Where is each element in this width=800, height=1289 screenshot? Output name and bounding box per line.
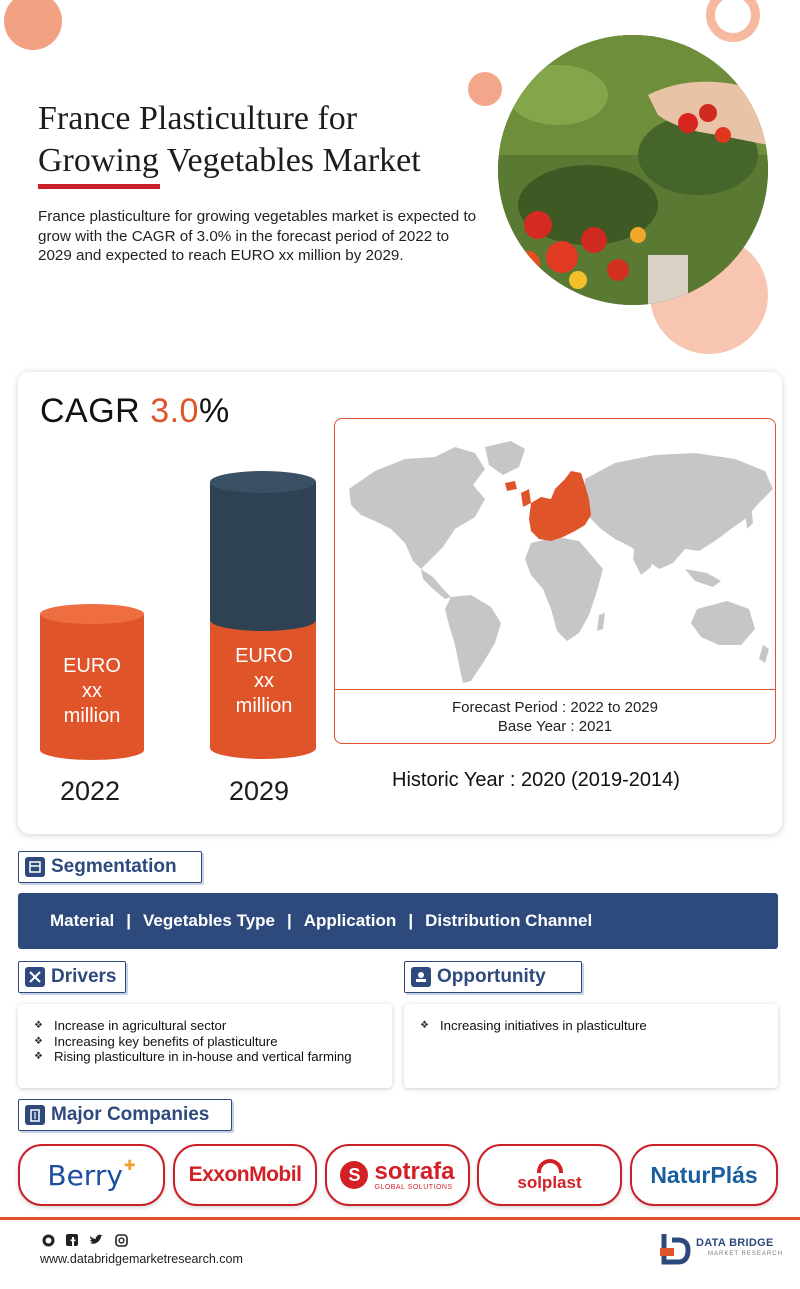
segment-distribution-channel: Distribution Channel — [425, 911, 593, 930]
logo-exxonmobil: ExxonMobil — [173, 1144, 317, 1206]
cagr-heading: CAGR 3.0% — [40, 392, 230, 431]
twitter-icon[interactable] — [89, 1233, 103, 1247]
sotrafa-logo-text: sotrafa — [374, 1157, 455, 1185]
logo-sotrafa: S sotrafa GLOBAL SOLUTIONS — [325, 1144, 470, 1206]
title-line-1: France Plasticulture for — [38, 100, 358, 137]
cagr-card: CAGR 3.0% EURO xx million 2022 EURO xx m… — [18, 372, 782, 834]
segmentation-heading: Segmentation — [51, 856, 177, 877]
brand-name: DATA BRIDGE — [696, 1237, 774, 1249]
cylinder-2022-label: EURO xx million — [40, 654, 144, 729]
cylinder-2022 — [40, 604, 144, 760]
decor-circle-top-left — [4, 0, 62, 50]
segmentation-header: Segmentation — [18, 851, 202, 883]
facebook-icon[interactable] — [65, 1233, 79, 1247]
base-year: Base Year : 2021 — [497, 718, 613, 735]
year-2022: 2022 — [60, 776, 121, 806]
naturplas-logo-text: NaturPlás — [650, 1161, 758, 1188]
brand-subtitle: MARKET RESEARCH — [708, 1251, 783, 1257]
page-title: France Plasticulture for Growing Vegetab… — [38, 98, 498, 182]
logo-solplast: solplast — [477, 1144, 622, 1206]
tools-icon — [25, 967, 45, 987]
logo-naturplas: NaturPlás — [630, 1144, 778, 1206]
building-icon — [25, 1105, 45, 1125]
whatsapp-icon[interactable] — [41, 1233, 55, 1247]
website-link[interactable]: www.databridgemarketresearch.com — [40, 1252, 243, 1266]
decor-circle-mid — [468, 72, 502, 106]
world-map-box: Forecast Period : 2022 to 2029 Base Year… — [334, 418, 776, 744]
opportunity-card: Increasing initiatives in plasticulture — [404, 1004, 778, 1088]
driver-item: Increasing key benefits of plasticulture — [32, 1034, 380, 1050]
opportunity-header: Opportunity — [404, 961, 582, 993]
year-2029: 2029 — [229, 776, 290, 806]
opportunity-item: Increasing initiatives in plasticulture — [418, 1018, 766, 1034]
cylinder-2029 — [210, 471, 316, 759]
logo-berry: Berry ✚ — [18, 1144, 165, 1206]
opportunity-heading: Opportunity — [437, 966, 546, 987]
companies-heading: Major Companies — [51, 1104, 210, 1125]
segment-material: Material — [50, 911, 115, 930]
segmentation-bar: Material | Vegetables Type | Application… — [18, 893, 778, 949]
solplast-logo-text: solplast — [517, 1172, 582, 1192]
drivers-heading: Drivers — [51, 966, 117, 987]
segment-vegetables-type: Vegetables Type — [143, 911, 275, 930]
bar-2029-line2: xx — [254, 670, 274, 692]
bar-2029-line1: EURO — [235, 645, 293, 667]
intro-description: France plasticulture for growing vegetab… — [38, 208, 477, 264]
forecast-period: Forecast Period : 2022 to 2029 — [452, 699, 658, 716]
driver-item: Rising plasticulture in in-house and ver… — [32, 1049, 380, 1065]
bar-2029-line3: million — [235, 695, 293, 717]
cagr-prefix: CAGR — [40, 392, 151, 430]
segmentation-icon — [25, 857, 45, 877]
title-underline — [38, 184, 160, 189]
drivers-card: Increase in agricultural sector Increasi… — [18, 1004, 392, 1088]
historic-year: Historic Year : 2020 (2019-2014) — [392, 769, 680, 791]
bar-2022-line2: xx — [82, 680, 102, 702]
solplast-mark-icon — [536, 1158, 563, 1173]
sotrafa-text-group: sotrafa GLOBAL SOLUTIONS — [374, 1157, 455, 1191]
segment-separator: | — [408, 911, 414, 930]
segment-separator: | — [286, 911, 292, 930]
berry-plus-icon: ✚ — [123, 1156, 136, 1173]
opportunity-icon — [411, 967, 431, 987]
footer-divider — [0, 1217, 800, 1220]
instagram-icon[interactable] — [114, 1233, 128, 1247]
bar-2022-line1: EURO — [63, 655, 121, 677]
sotrafa-tagline: GLOBAL SOLUTIONS — [374, 1183, 453, 1191]
data-bridge-logo-icon — [660, 1230, 692, 1271]
berry-logo-text: Berry — [47, 1158, 123, 1192]
companies-header: Major Companies — [18, 1099, 232, 1131]
bar-2022-line3: million — [63, 705, 121, 727]
cagr-value: 3.0 — [150, 392, 199, 430]
sotrafa-mark-icon: S — [340, 1161, 369, 1189]
world-map — [349, 441, 773, 683]
segment-separator: | — [126, 911, 132, 930]
title-line-2: Growing Vegetables Market — [38, 142, 421, 179]
driver-item: Increase in agricultural sector — [32, 1018, 380, 1034]
segment-application: Application — [303, 911, 397, 930]
map-divider — [335, 689, 775, 690]
exxonmobil-logo-text: ExxonMobil — [188, 1163, 302, 1186]
cylinder-2029-label: EURO xx million — [212, 644, 316, 719]
cagr-suffix: % — [198, 392, 230, 430]
decor-circle-top-right — [706, 0, 760, 42]
drivers-header: Drivers — [18, 961, 126, 993]
tomato-photo — [498, 35, 768, 305]
